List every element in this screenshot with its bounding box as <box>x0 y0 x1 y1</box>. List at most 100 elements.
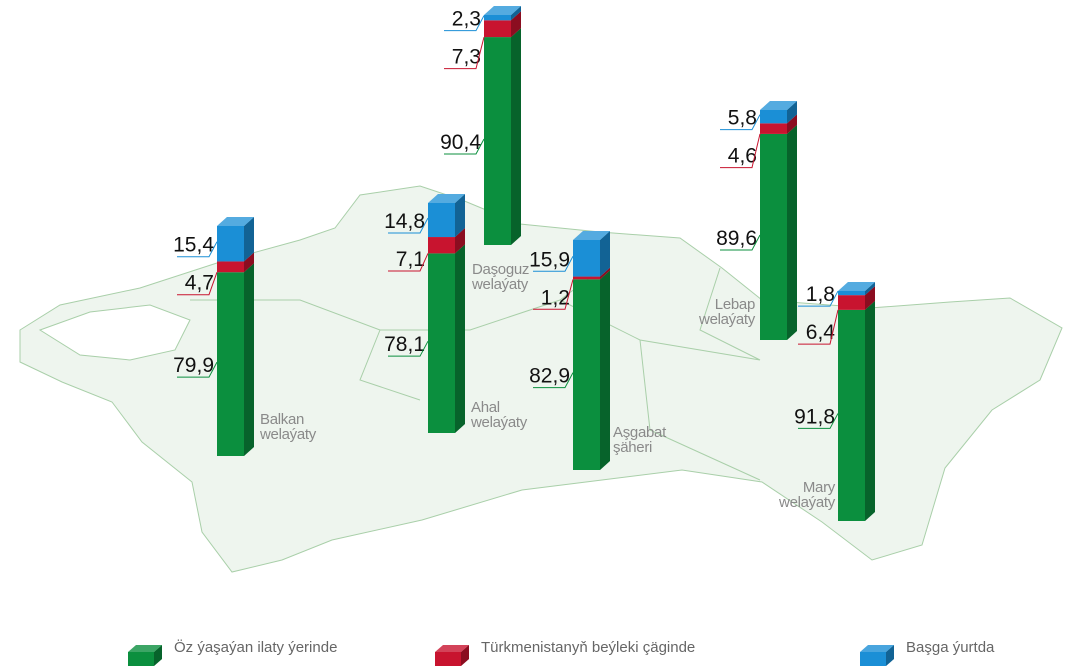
bar-segment <box>428 203 455 238</box>
legend-swatch <box>860 652 886 666</box>
bar-side-shade <box>600 270 610 470</box>
bar-side <box>865 300 875 521</box>
value-label: 1,8 <box>806 283 835 306</box>
bar-segment <box>484 37 511 245</box>
leader-line <box>388 340 429 357</box>
bar-segment <box>573 279 600 470</box>
bar-side <box>865 286 875 310</box>
bar-top-light <box>428 194 465 203</box>
value-label: 1,2 <box>541 286 570 309</box>
caspian-gulf <box>38 304 191 361</box>
bar-top <box>484 6 521 15</box>
bar-side-shade <box>787 124 797 340</box>
bar-top <box>428 194 465 203</box>
bar-side-shade <box>511 11 521 38</box>
bar-segment <box>484 20 511 38</box>
leader-line <box>177 241 218 258</box>
value-label: 7,3 <box>452 46 481 69</box>
leader-line <box>798 290 839 307</box>
leader-line <box>720 133 761 169</box>
bar-segment <box>838 309 865 521</box>
bar-top-light <box>760 101 797 110</box>
value-label: 6,4 <box>806 321 836 344</box>
value-label: 79,9 <box>173 354 214 377</box>
bar-side <box>865 282 875 296</box>
region-label: Ahal welaýaty <box>471 399 527 431</box>
bar-side-shade <box>865 300 875 521</box>
value-label: 15,4 <box>173 234 214 257</box>
legend-swatch-top <box>435 645 469 652</box>
bar-side-shade <box>244 217 254 262</box>
leader-line <box>533 372 574 389</box>
leader-line <box>444 15 485 32</box>
bar-side-shade <box>787 101 797 124</box>
bar-side-shade <box>865 286 875 310</box>
bar-side <box>244 252 254 273</box>
value-label: 2,3 <box>452 8 481 31</box>
bar-side-shade <box>511 6 521 21</box>
legend-label: Türkmenistanyň beýleki çäginde <box>481 639 696 656</box>
bar-side-shade <box>244 263 254 456</box>
leader-line <box>720 114 761 131</box>
bar-side <box>787 124 797 340</box>
bar-top-light <box>484 6 521 15</box>
value-label: 82,9 <box>529 365 570 388</box>
bar-side-shade <box>787 114 797 134</box>
bar-side <box>600 231 610 277</box>
region-label: Balkan welaýaty <box>260 411 316 443</box>
bar-segment <box>838 291 865 296</box>
bar-top-light <box>217 217 254 226</box>
bar-segment <box>217 272 244 456</box>
bar-side <box>787 114 797 134</box>
leader-line <box>388 253 429 272</box>
bar-side <box>244 263 254 456</box>
bar-top-light <box>838 282 875 291</box>
bar-side-shade <box>511 28 521 245</box>
bar-side-shade <box>455 194 465 238</box>
leader-line <box>798 413 839 429</box>
legend-label: Öz ýaşaýan ilaty ýerinde <box>174 639 338 656</box>
leader-line <box>533 256 574 272</box>
bar-side <box>244 217 254 262</box>
bar-top <box>838 282 875 291</box>
region-borders <box>190 267 761 481</box>
bar-side-shade <box>455 228 465 254</box>
value-label: 91,8 <box>794 405 835 428</box>
bar-side <box>455 228 465 254</box>
map-outline <box>19 185 1063 573</box>
value-label: 5,8 <box>728 107 757 130</box>
bar-top <box>217 217 254 226</box>
bar-segment <box>484 15 511 21</box>
bar-segment <box>428 253 455 433</box>
value-label: 4,7 <box>185 272 214 295</box>
bar-segment <box>428 237 455 254</box>
map <box>19 185 1063 573</box>
bar-side <box>511 11 521 38</box>
region-label: Daşoguz welaýaty <box>472 261 530 293</box>
bar-side-shade <box>455 244 465 433</box>
leader-line <box>444 36 485 70</box>
legend-swatch <box>128 652 154 666</box>
bar-segment <box>760 110 787 124</box>
bar-segment <box>573 276 600 280</box>
bar-side-shade <box>600 267 610 280</box>
bar-top <box>760 101 797 110</box>
bar-side <box>600 270 610 470</box>
bar-side <box>455 194 465 238</box>
leader-line <box>798 309 839 345</box>
region-label: Mary welaýaty <box>779 479 835 511</box>
bar-side-shade <box>865 282 875 296</box>
legend-label: Başga ýurtda <box>906 639 995 656</box>
value-label: 14,8 <box>384 210 425 233</box>
bar-side <box>600 267 610 280</box>
bar-segment <box>838 295 865 310</box>
bar-side <box>511 6 521 21</box>
leader-line <box>444 138 485 155</box>
bar-side <box>511 28 521 245</box>
leader-line <box>388 217 429 234</box>
value-label: 78,1 <box>384 333 425 356</box>
legend-swatch-top <box>128 645 162 652</box>
leader-line <box>177 272 218 296</box>
